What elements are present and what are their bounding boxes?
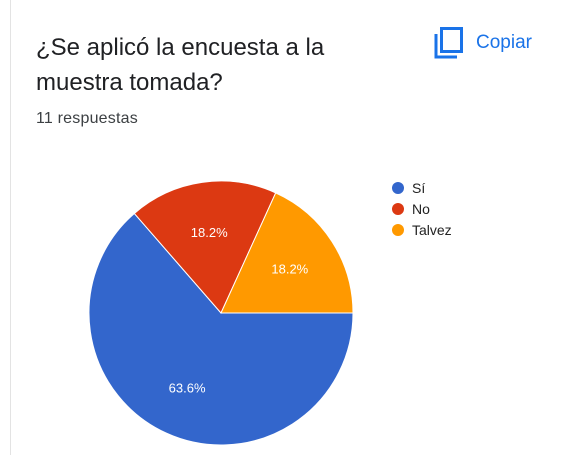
legend-swatch	[392, 181, 404, 194]
copy-button[interactable]: Copiar	[432, 24, 532, 62]
copy-label: Copiar	[476, 32, 532, 53]
copy-icon	[432, 26, 464, 60]
pie-label-s-: 63.6%	[169, 380, 206, 395]
legend-label: No	[412, 200, 430, 217]
pie-slice-no[interactable]	[133, 180, 277, 314]
pie-slice-s-[interactable]	[88, 212, 354, 446]
legend-label: Sí	[412, 179, 426, 196]
question-title: ¿Se aplicó la encuesta a la muestra toma…	[36, 34, 325, 96]
pie-slice-talvez[interactable]	[220, 192, 354, 314]
chart-legend: Sí No Talvez	[392, 177, 452, 240]
legend-item-no[interactable]: No	[392, 198, 452, 219]
card-left-border	[10, 0, 11, 455]
legend-item-talvez[interactable]: Talvez	[392, 219, 452, 240]
response-count: 11 respuestas	[36, 110, 138, 127]
legend-item-s-[interactable]: Sí	[392, 177, 452, 198]
legend-label: Talvez	[412, 221, 452, 238]
legend-swatch	[392, 202, 404, 215]
pie-label-no: 18.2%	[191, 225, 228, 240]
pie-label-talvez: 18.2%	[271, 262, 308, 277]
legend-swatch	[392, 223, 404, 236]
